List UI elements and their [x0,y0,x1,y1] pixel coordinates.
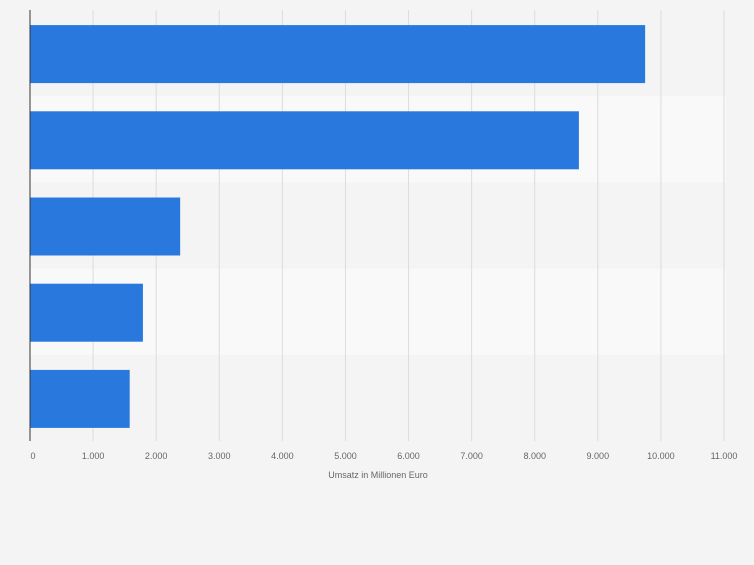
x-tick-label: 8.000 [523,451,546,461]
bar [30,370,130,428]
bar [30,284,143,342]
x-tick-label: 4.000 [271,451,294,461]
x-tick-label: 5.000 [334,451,357,461]
x-tick-label: 3.000 [208,451,231,461]
x-tick-label: 1.000 [82,451,105,461]
x-tick-label: 10.000 [647,451,675,461]
x-tick-label: 0 [30,451,35,461]
x-tick-label: 2.000 [145,451,168,461]
x-axis-label: Umsatz in Millionen Euro [328,470,428,480]
x-tick-label: 7.000 [460,451,483,461]
bar [30,111,579,169]
x-tick-label: 11.000 [711,451,738,461]
x-tick-label: 9.000 [587,451,610,461]
bar [30,25,645,83]
bar [30,198,180,256]
x-tick-label: 6.000 [397,451,420,461]
x-axis-tick-labels: 0 1.000 2.000 3.000 4.000 5.000 6.000 7.000 8.00… [30,451,737,461]
row-band [30,355,726,441]
